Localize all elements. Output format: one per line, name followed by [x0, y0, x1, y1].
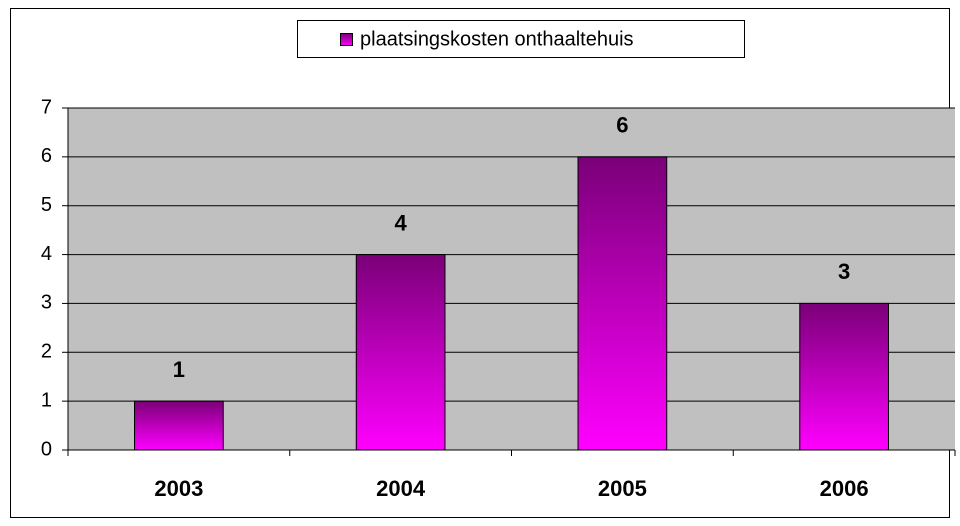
x-tick-label: 2006: [820, 476, 869, 501]
y-tick-label: 0: [41, 438, 52, 460]
data-label: 4: [395, 210, 408, 235]
y-tick-label: 7: [41, 96, 52, 118]
data-label: 1: [173, 357, 185, 382]
x-tick-label: 2004: [376, 476, 426, 501]
legend-label: plaatsingskosten onthaaltehuis: [360, 28, 634, 50]
bar: [134, 400, 224, 451]
data-label: 6: [616, 113, 628, 138]
x-tick-label: 2003: [154, 476, 203, 501]
bar: [799, 302, 889, 451]
legend-box: [297, 20, 745, 58]
data-label: 3: [838, 259, 850, 284]
bar: [355, 254, 446, 451]
x-tick-label: 2005: [598, 476, 647, 501]
y-tick-label: 2: [41, 341, 52, 363]
y-tick-label: 5: [41, 194, 52, 216]
y-tick-label: 4: [41, 243, 52, 265]
y-tick-label: 1: [41, 389, 52, 411]
legend: plaatsingskosten onthaaltehuis: [297, 20, 745, 58]
bar: [577, 156, 668, 451]
legend-swatch: [340, 33, 353, 46]
y-tick-label: 6: [41, 145, 52, 167]
y-tick-label: 3: [41, 292, 52, 314]
